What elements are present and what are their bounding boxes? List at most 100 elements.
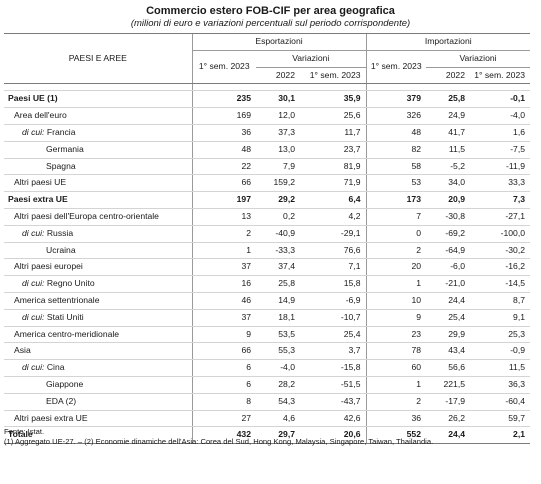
exp-var-2022: 13,0 [256, 141, 300, 159]
imp-sem-value: 9 [365, 309, 426, 327]
header-imp-2022: 2022 [426, 67, 470, 85]
table-row: Giappone 6 28,2 -51,5 1 221,5 36,3 [4, 376, 530, 394]
exp-var-2022: 37,4 [256, 258, 300, 277]
imp-var-2022: 56,6 [426, 359, 470, 377]
exp-sem-value: 13 [191, 208, 256, 226]
di-cui-prefix: di cui: [22, 126, 45, 137]
exp-var-2022: 53,5 [256, 326, 300, 344]
imp-var-2022: 24,4 [426, 292, 470, 310]
imp-sem-value: 2 [365, 242, 426, 260]
exp-var-sem: 20,6 [300, 426, 366, 445]
exp-var-2022: -33,3 [256, 242, 300, 260]
exp-sem-value: 48 [191, 141, 256, 159]
table-row: di cui: Stati Uniti 37 18,1 -10,7 9 25,4 9,1 [4, 309, 530, 327]
imp-var-sem: -0,9 [470, 342, 530, 361]
table-row: Spagna 22 7,9 81,9 58 -5,2 -11,9 [4, 158, 530, 176]
imp-var-2022: 25,8 [426, 90, 470, 109]
imp-var-2022: -17,9 [426, 393, 470, 411]
imp-var-sem: 25,3 [470, 326, 530, 344]
imp-var-sem: -14,5 [470, 275, 530, 293]
footnote-text: (1) Aggregato UE-27. – (2) Economie dina… [4, 437, 434, 446]
imp-sem-value: 58 [365, 158, 426, 176]
exp-sem-value: 66 [191, 342, 256, 361]
imp-var-2022: -64,9 [426, 242, 470, 260]
imp-var-sem: -7,5 [470, 141, 530, 159]
imp-var-2022: -21,0 [426, 275, 470, 293]
header-imp-sem-var: 1° sem. 2023 [470, 67, 530, 85]
imp-var-sem: -100,0 [470, 225, 530, 243]
exp-var-2022: 28,2 [256, 376, 300, 394]
imp-var-2022: 24,4 [426, 426, 470, 445]
imp-var-sem: 2,1 [470, 426, 530, 445]
row-label-text: Ucraina [46, 244, 76, 255]
imp-sem-value: 2 [365, 393, 426, 411]
row-label: Altri paesi UE [4, 174, 192, 193]
imp-var-sem: -0,1 [470, 90, 530, 109]
table-subtitle: (milioni di euro e variazioni percentual… [130, 18, 411, 29]
row-label-text: Altri paesi europei [14, 261, 83, 272]
exp-sem-value: 235 [191, 90, 256, 109]
di-cui-prefix: di cui: [22, 311, 45, 322]
imp-var-sem: -30,2 [470, 242, 530, 260]
imp-var-2022: 29,9 [426, 326, 470, 344]
exp-sem-value: 432 [191, 426, 256, 445]
row-label-text: Stati Uniti [46, 311, 84, 322]
exp-var-2022: 14,9 [256, 292, 300, 310]
imp-sem-value: 1 [365, 275, 426, 293]
row-label: Paesi UE (1) [4, 90, 192, 109]
row-label: Asia [4, 342, 192, 361]
imp-sem-value: 326 [365, 107, 426, 125]
row-label: di cui: Francia [4, 124, 192, 142]
exp-var-sem: 76,6 [300, 242, 366, 260]
exp-var-sem: 71,9 [300, 174, 366, 193]
row-label: Altri paesi europei [4, 258, 192, 277]
exp-sem-value: 8 [191, 393, 256, 411]
table-row: di cui: Regno Unito 16 25,8 15,8 1 -21,0 -14,5 [4, 275, 530, 293]
imp-sem-value: 60 [365, 359, 426, 377]
imp-var-sem: 59,7 [470, 410, 530, 428]
exp-sem-value: 22 [191, 158, 256, 176]
imp-var-2022: 24,9 [426, 107, 470, 125]
exp-var-sem: -43,7 [300, 393, 366, 411]
exp-sem-value: 37 [191, 309, 256, 327]
row-label: Altri paesi dell'Europa centro-orientale [4, 208, 192, 226]
imp-var-sem: -4,0 [470, 107, 530, 125]
exp-sem-value: 9 [191, 326, 256, 344]
exp-var-sem: -29,1 [300, 225, 366, 243]
imp-sem-value: 20 [365, 258, 426, 277]
row-label: di cui: Cina [4, 359, 192, 377]
row-label: EDA (2) [4, 393, 192, 411]
di-cui-prefix: di cui: [22, 362, 45, 373]
exp-var-2022: 29,2 [256, 191, 300, 209]
exp-var-sem: -15,8 [300, 359, 366, 377]
exp-sem-value: 2 [191, 225, 256, 243]
exp-var-2022: 18,1 [256, 309, 300, 327]
table-row: America settentrionale 46 14,9 -6,9 10 24,4 8,… [4, 292, 530, 310]
exp-var-sem: 3,7 [300, 342, 366, 361]
imp-var-2022: -30,8 [426, 208, 470, 226]
row-label-text: Regno Unito [46, 278, 95, 289]
row-label-text: Altri paesi extra UE [14, 412, 88, 423]
exp-var-2022: 159,2 [256, 174, 300, 193]
row-label: Spagna [4, 158, 192, 176]
exp-var-2022: 37,3 [256, 124, 300, 142]
exp-sem-value: 6 [191, 376, 256, 394]
di-cui-prefix: di cui: [22, 227, 45, 238]
exp-sem-value: 27 [191, 410, 256, 428]
imp-sem-value: 0 [365, 225, 426, 243]
header-importazioni: Importazioni [365, 33, 530, 51]
header-imp-variazioni: Variazioni [426, 50, 530, 68]
exp-sem-value: 16 [191, 275, 256, 293]
row-label-text: Russia [46, 227, 74, 238]
table-row: America centro-meridionale 9 53,5 25,4 23 29,… [4, 326, 530, 344]
imp-sem-value: 173 [365, 191, 426, 209]
row-label: di cui: Stati Uniti [4, 309, 192, 327]
table-row: Ucraina 1 -33,3 76,6 2 -64,9 -30,2 [4, 242, 530, 260]
exp-var-2022: 30,1 [256, 90, 300, 109]
exp-sem-value: 197 [191, 191, 256, 209]
di-cui-prefix: di cui: [22, 278, 45, 289]
imp-var-2022: -5,2 [426, 158, 470, 176]
row-label: America centro-meridionale [4, 326, 192, 344]
imp-var-2022: 221,5 [426, 376, 470, 394]
imp-sem-value: 78 [365, 342, 426, 361]
